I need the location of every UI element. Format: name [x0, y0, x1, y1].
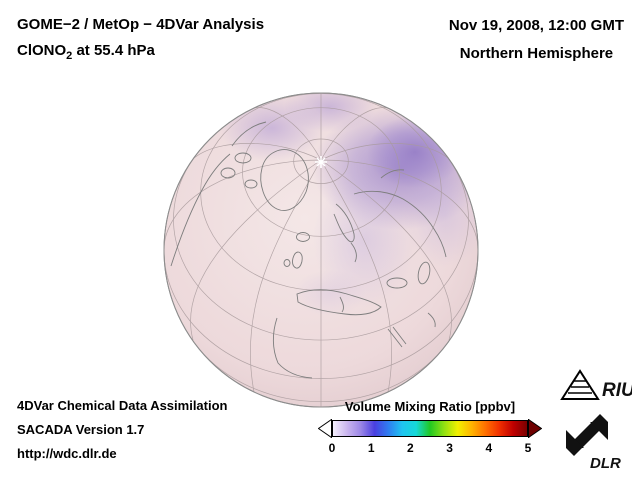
tick-label-3: 3	[446, 441, 453, 455]
colorbar-title: Volume Mixing Ratio [ppbv]	[344, 399, 516, 414]
riu-logo-text: RIU	[602, 380, 632, 401]
credits-block: 4DVar Chemical Data Assimilation SACADA …	[17, 394, 228, 466]
tick-label-4: 4	[485, 441, 493, 455]
colorbar-underflow-arrow-icon	[318, 419, 332, 438]
species-level-label: ClONO2 at 55.4 hPa	[17, 38, 264, 69]
colorbar-overflow-arrow-icon	[528, 419, 542, 438]
pole-marker-icon	[315, 156, 327, 168]
tick-label-1: 1	[367, 441, 375, 455]
tick-label-2: 2	[407, 441, 414, 455]
date-block: Nov 19, 2008, 12:00 GMT Northern Hemisph…	[449, 12, 624, 68]
species-name: ClONO	[17, 42, 67, 59]
credit-line-assimilation: 4DVar Chemical Data Assimilation	[17, 398, 228, 413]
pressure-level: at 55.4 hPa	[72, 42, 155, 59]
dlr-logo-text: DLR	[590, 455, 621, 472]
colorbar-bar-row	[318, 419, 542, 438]
title-block: GOME−2 / MetOp − 4DVar Analysis ClONO2 a…	[17, 12, 264, 69]
credit-line-url: http://wdc.dlr.de	[17, 446, 117, 461]
datetime-label: Nov 19, 2008, 12:00 GMT	[448, 17, 624, 34]
colorbar-gradient	[332, 420, 528, 437]
credit-line-version: SACADA Version 1.7	[17, 422, 145, 437]
colorbar-tick-labels: 0 1 2 3 4 5	[328, 441, 532, 457]
colorbar: Volume Mixing Ratio [ppbv] 0 1 2 3 4 5	[318, 399, 542, 457]
tick-label-5: 5	[524, 441, 532, 455]
dlr-logo: DLR	[566, 414, 621, 472]
hemisphere-label: Northern Hemisphere	[459, 45, 614, 62]
coastlines	[170, 121, 447, 379]
riu-logo: RIU	[560, 369, 632, 401]
species-subscript: 2	[66, 50, 73, 62]
page-title: GOME−2 / MetOp − 4DVar Analysis	[17, 16, 265, 33]
tick-label-0: 0	[328, 441, 336, 455]
globe-limb	[163, 92, 479, 408]
